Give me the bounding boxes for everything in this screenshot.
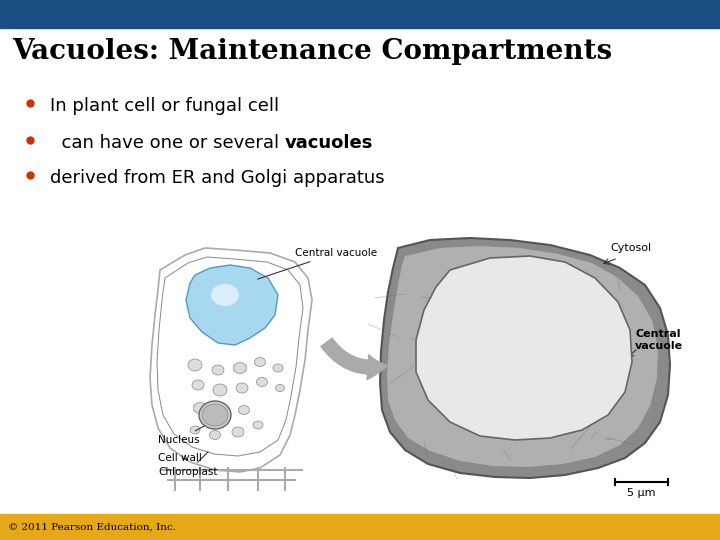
Text: Chloroplast: Chloroplast — [158, 452, 217, 477]
Ellipse shape — [233, 362, 246, 374]
Text: Central
vacuole: Central vacuole — [635, 329, 683, 351]
Ellipse shape — [216, 407, 228, 417]
Bar — [0, 0, 720, 28]
Polygon shape — [380, 238, 670, 478]
Ellipse shape — [188, 359, 202, 371]
FancyArrowPatch shape — [321, 338, 387, 380]
Ellipse shape — [236, 383, 248, 393]
Polygon shape — [387, 246, 658, 467]
Text: vacuoles: vacuoles — [285, 134, 373, 152]
Polygon shape — [416, 256, 632, 440]
Text: 5 μm: 5 μm — [627, 488, 656, 498]
Ellipse shape — [192, 380, 204, 390]
Text: Cytosol: Cytosol — [610, 243, 651, 253]
Ellipse shape — [194, 402, 207, 414]
Ellipse shape — [190, 426, 200, 434]
Text: can have one or several: can have one or several — [50, 134, 285, 152]
Text: Cell wall: Cell wall — [158, 453, 202, 463]
Text: Vacuoles: Maintenance Compartments: Vacuoles: Maintenance Compartments — [12, 38, 612, 65]
Ellipse shape — [273, 364, 283, 372]
Ellipse shape — [213, 384, 227, 396]
Polygon shape — [186, 265, 278, 345]
Ellipse shape — [212, 365, 224, 375]
Bar — [0, 514, 720, 540]
Ellipse shape — [254, 357, 266, 367]
Ellipse shape — [238, 406, 250, 415]
Text: Nucleus: Nucleus — [158, 421, 212, 445]
Ellipse shape — [232, 427, 244, 437]
Text: derived from ER and Golgi apparatus: derived from ER and Golgi apparatus — [50, 169, 384, 187]
Ellipse shape — [210, 430, 220, 440]
Ellipse shape — [253, 421, 263, 429]
Ellipse shape — [199, 401, 231, 429]
Text: Central vacuole: Central vacuole — [258, 248, 377, 279]
Ellipse shape — [256, 377, 268, 387]
Ellipse shape — [276, 384, 284, 391]
Ellipse shape — [202, 404, 228, 426]
Text: © 2011 Pearson Education, Inc.: © 2011 Pearson Education, Inc. — [8, 523, 176, 531]
Ellipse shape — [211, 284, 239, 306]
Text: In plant cell or fungal cell: In plant cell or fungal cell — [50, 97, 279, 115]
